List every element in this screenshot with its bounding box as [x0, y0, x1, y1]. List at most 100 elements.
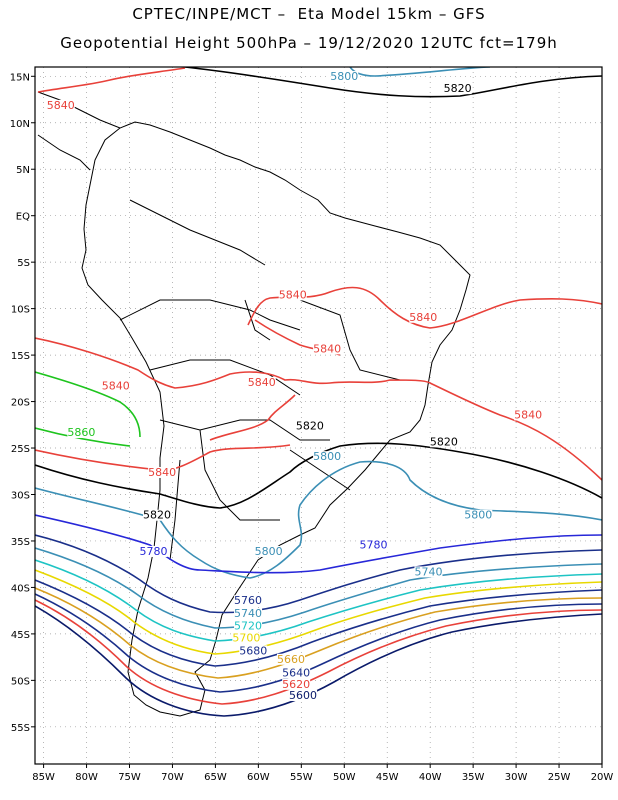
contour-label-bg: [282, 678, 311, 690]
contour-label: 5800: [313, 450, 341, 463]
contour-label: 5820: [143, 509, 171, 522]
contour-label: 5820: [430, 435, 458, 448]
contour-5720: [35, 559, 602, 642]
contour-label: 5760: [234, 594, 262, 607]
contour-label-bg: [409, 311, 438, 323]
contour-label: 5700: [232, 631, 260, 644]
contour-label-bg: [464, 509, 493, 521]
contour-label-bg: [142, 509, 171, 521]
contour-label-bg: [277, 653, 306, 665]
contour-label-bg: [67, 427, 96, 439]
contour-5820-north: [184, 67, 602, 98]
contour-label-bg: [254, 545, 283, 557]
y-tick-label: 10S: [11, 305, 30, 316]
x-tick-label: 65W: [204, 772, 227, 783]
contour-label-bg: [359, 539, 388, 551]
contour-5840-south: [35, 444, 291, 471]
contour-label: 5620: [282, 678, 310, 691]
contour-5840-north: [37, 67, 186, 93]
contour-label-bg: [282, 667, 311, 679]
chart-subtitle: Geopotential Height 500hPa – 19/12/2020 …: [60, 34, 558, 52]
south-america-coast: [81, 121, 471, 717]
contour-label-bg: [139, 545, 168, 557]
x-tick-label: 40W: [419, 772, 442, 783]
contour-labels: 5800 5820 5840 5840 5840 5840 5840 5840 5840 5860…: [46, 70, 543, 702]
y-tick-label: 50S: [11, 676, 30, 687]
contour-label: 5660: [277, 653, 305, 666]
contour-label-bg: [101, 380, 130, 392]
x-tick-label: 20W: [591, 772, 614, 783]
contour-label: 5780: [359, 538, 387, 551]
continent-outline: [37, 91, 471, 717]
contour-label-bg: [295, 420, 324, 432]
contour-label-bg: [234, 608, 263, 620]
contour-label-bg: [232, 632, 261, 644]
contour-5620: [35, 599, 602, 705]
contour-label: 5840: [148, 466, 176, 479]
contour-label-bg: [239, 645, 268, 657]
chart-title: CPTEC/INPE/MCT – Eta Model 15km – GFS: [132, 5, 486, 23]
contour-label-bg: [443, 83, 472, 95]
contour-label-bg: [313, 451, 342, 463]
contour-label: 5600: [289, 689, 317, 702]
x-tick-label: 70W: [161, 772, 184, 783]
contour-label-bg: [289, 690, 318, 702]
contour-label: 5800: [330, 70, 358, 83]
y-tick-label: 20S: [11, 398, 30, 409]
y-tick-label: 15N: [10, 72, 30, 83]
contour-label: 5840: [313, 342, 341, 355]
x-tick-label: 45W: [376, 772, 399, 783]
contour-label: 5740: [234, 607, 262, 620]
x-tick-label: 55W: [290, 772, 313, 783]
contour-label-bg: [234, 620, 263, 632]
x-tick-label: 35W: [462, 772, 485, 783]
plot-frame: [34, 66, 603, 765]
contour-label-bg: [148, 466, 177, 478]
contour-label: 5840: [409, 311, 437, 324]
contour-label-bg: [46, 99, 75, 111]
y-tick-label: 25S: [11, 444, 30, 455]
x-tick-label: 75W: [118, 772, 141, 783]
contour-label-bg: [414, 566, 443, 578]
contour-label: 5640: [282, 667, 310, 680]
contour-label-bg: [247, 376, 276, 388]
contour-label-bg: [278, 289, 307, 301]
contour-label: 5840: [47, 99, 75, 112]
x-tick-label: 50W: [333, 772, 356, 783]
contour-label: 5840: [279, 288, 307, 301]
contour-5740: [35, 547, 602, 629]
contour-5780: [35, 514, 602, 574]
x-axis-ticks: 85W 80W 75W 70W 65W 60W 55W 50W 45W 40W 35W 30W 25W 2…: [32, 764, 613, 783]
contour-label: 5820: [444, 82, 472, 95]
y-tick-label: 5N: [16, 165, 30, 176]
contour-label: 5680: [239, 644, 267, 657]
contour-label: 5840: [102, 380, 130, 393]
y-axis-ticks: 15N 10N 5N EQ 5S 10S 15S 20S 25S 30S 35S 40S 45S 50S 5…: [10, 72, 35, 734]
contour-label: 5780: [140, 545, 168, 558]
y-tick-label: 5S: [17, 258, 30, 269]
contour-5680: [35, 579, 602, 667]
contour-5820-mid: [35, 442, 602, 509]
x-tick-label: 25W: [548, 772, 571, 783]
contour-5800-north: [349, 67, 491, 77]
y-tick-label: 30S: [11, 490, 30, 501]
contour-label: 5840: [514, 408, 542, 421]
contour-label-bg: [313, 343, 342, 355]
contour-label-bg: [234, 595, 263, 607]
contour-5840-brazil: [247, 286, 602, 329]
y-tick-label: 15S: [11, 351, 30, 362]
contour-label: 5840: [248, 376, 276, 389]
contour-5700: [35, 569, 602, 655]
contour-label: 5800: [464, 509, 492, 522]
contour-label: 5740: [414, 565, 442, 578]
contour-5860: [35, 371, 141, 447]
central-america-coast: [37, 91, 121, 171]
y-tick-label: 55S: [11, 723, 30, 734]
country-borders: [119, 199, 401, 561]
contour-label-bg: [330, 71, 359, 83]
x-tick-label: 30W: [505, 772, 528, 783]
contour-label: 5800: [255, 545, 283, 558]
contour-5660: [35, 587, 602, 679]
contour-label: 5860: [67, 426, 95, 439]
